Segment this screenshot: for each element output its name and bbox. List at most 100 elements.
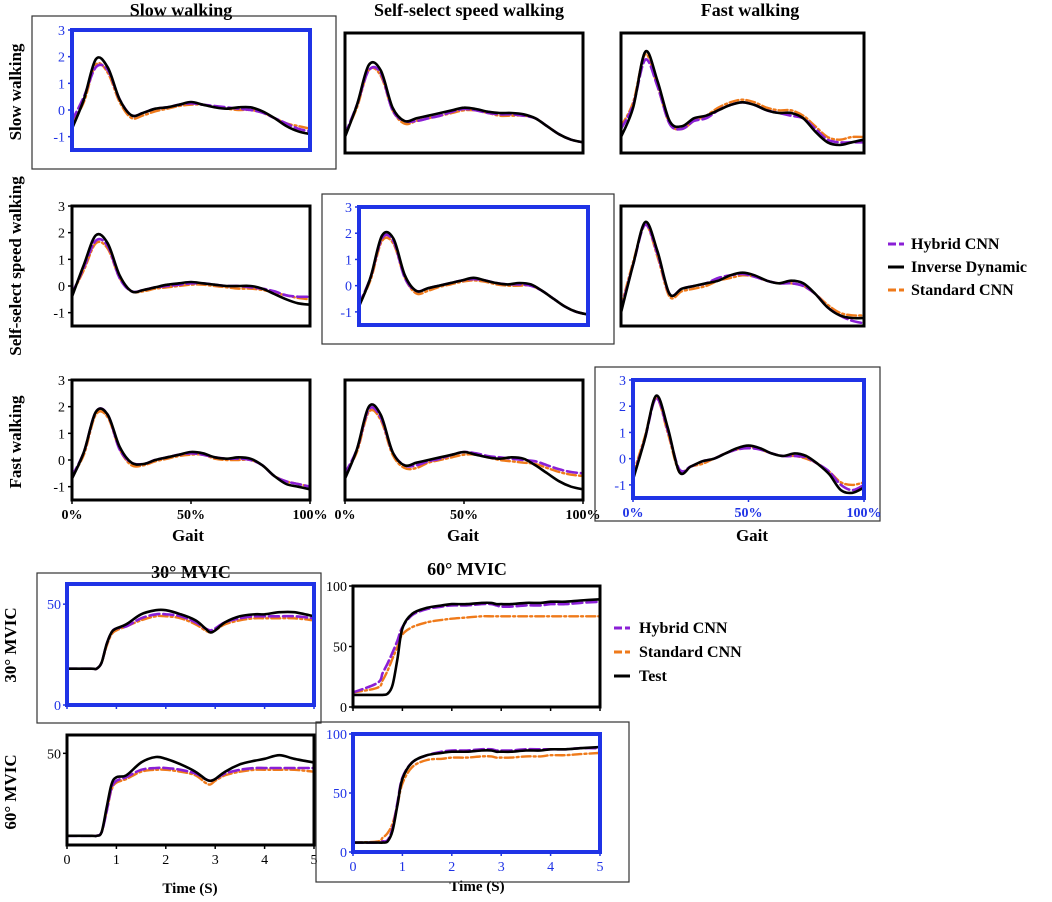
y-tick-label: 1: [58, 427, 65, 442]
y-tick-label: 100: [326, 580, 347, 595]
y-tick-label: 0: [340, 701, 347, 716]
series-line-standard-cnn: [619, 53, 866, 141]
x-tick-label: 3: [212, 853, 219, 868]
x-tick-label: 50%: [735, 506, 763, 521]
series-line-test: [65, 753, 316, 838]
chart-panel-5: 3 2 1 0 -1: [321, 193, 615, 345]
y-tick-label: -1: [340, 306, 352, 321]
gait-xlabel-col2: Gait: [447, 526, 479, 545]
panel-outer-frame: [315, 721, 630, 883]
y-tick-label: 3: [58, 24, 65, 39]
gait-xlabel-col3: Gait: [736, 526, 768, 545]
y-tick-label: 2: [58, 401, 65, 416]
chart-panel-3: [619, 31, 866, 155]
gait-column-title-self-select: Self-select speed walking: [374, 0, 564, 20]
series-line-test: [351, 598, 602, 697]
gait-legend-label-standard: Standard CNN: [911, 282, 1014, 299]
y-tick-label: 3: [619, 374, 626, 389]
chart-panel-2: [343, 31, 585, 155]
mvic-legend: Hybrid CNN Standard CNN Test: [614, 620, 742, 685]
series-line-inverse-dynamic: [70, 56, 312, 136]
x-tick-label: 0%: [62, 508, 83, 523]
y-tick-label: 2: [58, 227, 65, 242]
series-line-standard-cnn: [619, 223, 866, 317]
gait-xlabel-col1: Gait: [172, 526, 204, 545]
y-tick-label: 0: [340, 846, 347, 861]
x-tick-label: 100%: [847, 506, 882, 521]
gait-column-title-fast: Fast walking: [701, 0, 800, 20]
series-line-hybrid-cnn: [70, 237, 312, 299]
y-tick-label: 1: [345, 253, 352, 268]
gait-legend: Hybrid CNN Inverse Dynamic Standard CNN: [888, 236, 1027, 299]
series-line-standard-cnn: [343, 66, 585, 144]
x-tick-label: 2: [162, 853, 169, 868]
plot-border: [70, 204, 312, 328]
x-tick-label: 0%: [623, 506, 644, 521]
series-line-inverse-dynamic: [70, 232, 312, 306]
y-tick-label: 0: [58, 280, 65, 295]
gait-row-title-fast: Fast walking: [6, 395, 25, 489]
x-tick-label: 0: [350, 860, 357, 875]
mvic-column-title-60: 60° MVIC: [427, 559, 507, 579]
panel-outer-frame: [31, 15, 337, 170]
y-tick-label: 0: [58, 104, 65, 119]
series-line-hybrid-cnn: [619, 58, 866, 144]
y-tick-label: 3: [345, 201, 352, 216]
gait-legend-label-reference: Inverse Dynamic: [911, 259, 1027, 276]
y-tick-label: -1: [614, 479, 626, 494]
mvic-xlabel-col2: Time (S): [449, 879, 504, 895]
plot-border: [343, 378, 585, 502]
gait-row-title-slow: Slow walking: [6, 43, 25, 140]
x-tick-label: 5: [311, 853, 318, 868]
series-line-inverse-dynamic: [70, 407, 312, 491]
series-line-hybrid-cnn: [70, 63, 312, 133]
x-tick-label: 0: [64, 853, 71, 868]
chart-panel-7: 3 2 1 0 -1 0% 50% 100%: [53, 374, 327, 523]
y-tick-label: 1: [619, 426, 626, 441]
series-line-inverse-dynamic: [343, 403, 585, 491]
plot-border: [65, 733, 316, 847]
plot-border: [65, 582, 316, 707]
y-tick-label: 1: [58, 77, 65, 92]
series-line-inverse-dynamic: [619, 220, 866, 320]
y-tick-label: 50: [333, 787, 347, 802]
chart-panel-13: 0 50 100 0 1 2 3 4 5: [315, 721, 630, 883]
plot-border: [70, 378, 312, 502]
gait-row-title-self-select: Self-select speed walking: [6, 176, 25, 356]
chart-panel-10: 0 50: [36, 572, 322, 724]
y-tick-label: 3: [58, 200, 65, 215]
series-line-hybrid-cnn: [357, 233, 590, 316]
chart-panel-1: 3 2 1 0 -1: [31, 15, 337, 170]
x-tick-label: 1: [113, 853, 120, 868]
y-tick-label: 1: [58, 253, 65, 268]
chart-panel-6: [619, 204, 866, 328]
mvic-xlabel-col1: Time (S): [162, 881, 217, 897]
y-tick-label: 2: [619, 400, 626, 415]
y-tick-label: 0: [619, 453, 626, 468]
chart-panel-8: 0% 50% 100%: [335, 378, 601, 523]
x-tick-label: 4: [261, 853, 268, 868]
panel-outer-frame: [594, 366, 881, 522]
series-line-standard-cnn: [351, 751, 602, 844]
series-line-hybrid-cnn: [351, 600, 602, 694]
series-line-inverse-dynamic: [343, 60, 585, 144]
panel-outer-frame: [321, 193, 615, 345]
series-line-inverse-dynamic: [619, 49, 866, 147]
series-line-hybrid-cnn: [65, 612, 316, 671]
y-tick-label: 50: [47, 598, 61, 613]
series-line-standard-cnn: [65, 614, 316, 671]
gait-legend-label-hybrid: Hybrid CNN: [911, 236, 1000, 253]
mvic-legend-label-hybrid: Hybrid CNN: [639, 620, 728, 637]
gait-column-title-slow: Slow walking: [130, 0, 233, 20]
plot-border: [343, 31, 585, 155]
plot-border: [619, 31, 866, 155]
mvic-legend-label-standard: Standard CNN: [639, 644, 742, 661]
chart-panel-11: 0 50 100: [326, 580, 602, 716]
x-tick-label: 5: [597, 860, 604, 875]
y-tick-label: 100: [326, 728, 347, 743]
mvic-legend-label-test: Test: [639, 668, 668, 685]
x-tick-label: 0%: [335, 508, 356, 523]
mvic-row-title-30: 30° MVIC: [1, 607, 20, 682]
plot-border: [631, 378, 866, 500]
